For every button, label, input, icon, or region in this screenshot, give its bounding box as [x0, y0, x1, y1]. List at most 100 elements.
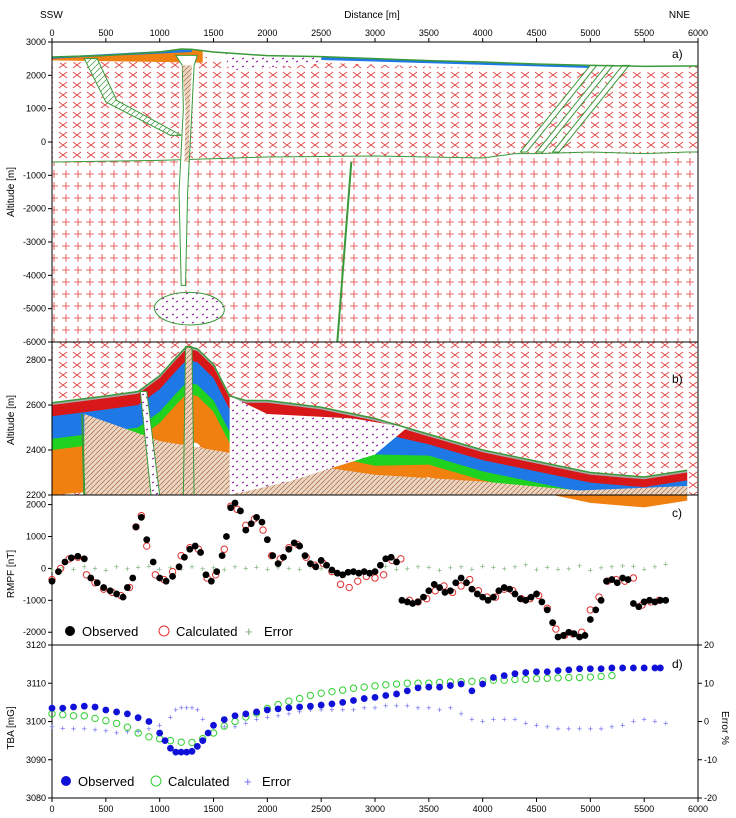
- observed-point-d: [242, 710, 250, 718]
- error-point-c: +: [114, 562, 119, 572]
- observed-point-c: [61, 558, 69, 566]
- error-point-c: +: [319, 564, 324, 574]
- error-point-c: +: [426, 562, 431, 572]
- observed-point-c: [223, 533, 230, 540]
- error-point-c: +: [157, 565, 162, 575]
- error-point-c: +: [555, 565, 560, 575]
- calculated-point-c: [379, 571, 388, 579]
- error-point-c: +: [577, 561, 582, 571]
- error-point-c: +: [642, 564, 647, 574]
- observed-point-d: [533, 668, 540, 676]
- observed-point-d: [102, 706, 110, 714]
- observed-point-c: [516, 595, 524, 603]
- error-point-c: +: [491, 562, 496, 572]
- observed-point-c: [106, 587, 114, 595]
- error-point-d: +: [491, 715, 496, 725]
- error-point-c: +: [168, 563, 173, 573]
- calculated-point-d: [349, 684, 358, 692]
- calculated-point-d: [543, 674, 551, 682]
- observed-point-d: [263, 706, 271, 714]
- observed-point-d: [371, 694, 379, 701]
- x-tick-label: 6000: [688, 28, 708, 38]
- observed-point-c: [425, 587, 433, 595]
- observed-point-d: [48, 704, 56, 712]
- observed-point-d: [565, 666, 573, 674]
- error-point-c: +: [663, 560, 668, 570]
- b-dike: [81, 413, 86, 496]
- observed-point-c: [323, 561, 330, 569]
- x-tick-label: 5000: [580, 28, 600, 38]
- observed-point-c: [398, 596, 406, 604]
- calculated-point-c: [336, 580, 345, 589]
- y-tick-label: -6000: [23, 337, 46, 347]
- calculated-point-d: [134, 729, 142, 737]
- calculated-point-d: [371, 682, 379, 690]
- error-point-c: +: [222, 565, 227, 575]
- observed-point-d: [608, 664, 616, 672]
- error-point-c: +: [609, 562, 614, 572]
- observed-point-d: [328, 700, 336, 708]
- error-point-d: +: [555, 724, 560, 734]
- direction-left: SSW: [40, 10, 63, 21]
- error-point-d: +: [275, 711, 280, 721]
- panel-b-label: b): [672, 372, 683, 386]
- observed-point-c: [169, 572, 176, 580]
- error-point-c: +: [512, 562, 517, 572]
- observed-point-d: [393, 690, 400, 698]
- observed-point-c: [592, 606, 600, 614]
- observed-point-c: [543, 606, 551, 614]
- error-point-c: +: [652, 562, 657, 572]
- error-point-d: +: [82, 724, 87, 734]
- x-tick-label: 1000: [150, 804, 170, 814]
- calculated-point-d: [69, 712, 78, 720]
- error-point-c: +: [588, 565, 593, 575]
- x-tick-label: 5000: [580, 804, 600, 814]
- error-point-c: +: [502, 564, 507, 574]
- error-point-d: +: [157, 720, 162, 730]
- observed-point-c: [409, 600, 417, 607]
- y-tick-label: 3080: [26, 793, 46, 803]
- error-point-c: +: [146, 561, 151, 571]
- calculated-point-d: [511, 675, 519, 684]
- error-point-d: +: [340, 705, 345, 715]
- panel-a-geology: [51, 48, 698, 343]
- observed-point-c: [581, 632, 589, 639]
- error-point-c: +: [534, 565, 539, 575]
- observed-point-c: [565, 628, 573, 636]
- calculated-point-c: [371, 574, 379, 582]
- calculated-point-d: [575, 673, 584, 682]
- error-point-d: +: [189, 703, 194, 713]
- error-point-d: +: [329, 705, 334, 715]
- y-tick-label: -2000: [23, 627, 46, 637]
- x-tick-label: 6000: [688, 804, 708, 814]
- y-tick-label: 3120: [26, 640, 46, 650]
- observed-point-c: [387, 553, 395, 561]
- calculated-point-d: [532, 674, 541, 683]
- y-tick-label: -1000: [23, 170, 46, 180]
- observed-point-c: [484, 596, 492, 604]
- observed-point-c: [197, 549, 204, 556]
- x-tick-label: 500: [98, 28, 113, 38]
- calculated-point-d: [177, 738, 185, 746]
- observed-point-d: [490, 674, 497, 681]
- observed-point-d: [414, 684, 422, 692]
- observed-point-d: [468, 687, 476, 695]
- error-point-c: +: [459, 562, 464, 572]
- observed-point-c: [436, 584, 443, 591]
- observed-point-c: [376, 561, 384, 569]
- y-tick-label: 1000: [26, 531, 46, 541]
- error-point-d: +: [588, 724, 593, 734]
- observed-point-c: [403, 598, 411, 606]
- observed-point-c: [119, 593, 127, 601]
- calculated-point-d: [59, 710, 67, 719]
- observed-point-c: [301, 552, 309, 560]
- calculated-point-c: [354, 577, 362, 585]
- error-point-d: +: [480, 717, 485, 727]
- error-point-d: +: [437, 705, 442, 715]
- error-point-d: +: [405, 701, 410, 711]
- calculated-point-c: [345, 583, 353, 592]
- observed-point-c: [619, 574, 627, 582]
- observed-point-c: [468, 585, 476, 593]
- observed-point-c: [269, 552, 277, 560]
- observed-point-c: [479, 593, 487, 601]
